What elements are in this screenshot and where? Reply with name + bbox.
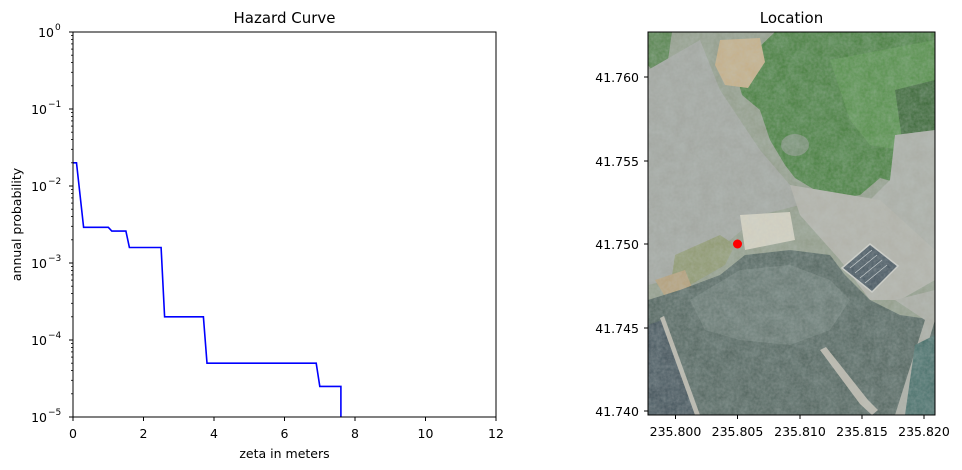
x-tick-label: 12	[488, 426, 504, 441]
y-tick-label: 41.745	[595, 321, 639, 336]
y-tick-exponent: 0	[55, 23, 61, 33]
map-y-tick-labels: 41.760 41.755 41.750 41.745 41.740	[595, 70, 639, 419]
hazard-curve-chart: Hazard Curve 0 2 4 6 8 10 12 zeta in met…	[9, 9, 504, 461]
y-tick-label: 10	[31, 102, 47, 117]
y-tick-label: 41.750	[595, 237, 639, 252]
map-y-axis	[644, 76, 648, 412]
y-tick-label: 10	[31, 410, 47, 425]
y-tick-labels: 10 0 10 −1 10 −2 10 −3 10 −4 10 −5	[31, 23, 61, 425]
x-tick-label: 235.800	[650, 424, 702, 439]
x-tick-label: 2	[140, 426, 148, 441]
x-tick-labels: 0 2 4 6 8 10 12	[69, 426, 504, 441]
x-tick-label: 235.805	[712, 424, 764, 439]
satellite-image	[648, 32, 935, 415]
y-tick-label: 41.760	[595, 70, 639, 85]
x-tick-label: 4	[210, 426, 218, 441]
chart-title: Hazard Curve	[234, 9, 336, 27]
y-tick-label: 10	[38, 25, 54, 40]
x-tick-label: 10	[418, 426, 434, 441]
location-map-chart: Location	[595, 9, 950, 439]
y-axis-label: annual probability	[9, 167, 24, 281]
map-x-tick-labels: 235.800 235.805 235.810 235.815 235.820	[650, 424, 950, 439]
y-tick-label: 10	[31, 179, 47, 194]
location-marker	[733, 239, 742, 249]
y-tick-label: 41.740	[595, 404, 639, 419]
plot-area	[73, 32, 496, 417]
hazard-line	[73, 162, 342, 417]
x-tick-label: 235.815	[836, 424, 888, 439]
x-tick-label: 235.820	[898, 424, 950, 439]
x-tick-label: 6	[281, 426, 289, 441]
y-tick-exponent: −1	[48, 100, 61, 110]
x-tick-label: 0	[69, 426, 77, 441]
map-x-axis	[675, 415, 925, 419]
map-title: Location	[760, 9, 823, 27]
x-tick-label: 8	[351, 426, 359, 441]
y-tick-exponent: −5	[48, 408, 61, 418]
y-tick-label: 10	[31, 256, 47, 271]
x-axis	[72, 417, 497, 421]
y-tick-exponent: −2	[48, 177, 61, 187]
x-axis-label: zeta in meters	[239, 446, 329, 461]
map-frame	[647, 31, 936, 416]
y-tick-exponent: −4	[48, 331, 62, 341]
x-tick-label: 235.810	[774, 424, 826, 439]
y-axis	[69, 31, 73, 418]
y-tick-label: 10	[31, 333, 47, 348]
y-tick-exponent: −3	[48, 254, 61, 264]
y-minor-ticks	[71, 35, 73, 395]
y-tick-label: 41.755	[595, 154, 639, 169]
